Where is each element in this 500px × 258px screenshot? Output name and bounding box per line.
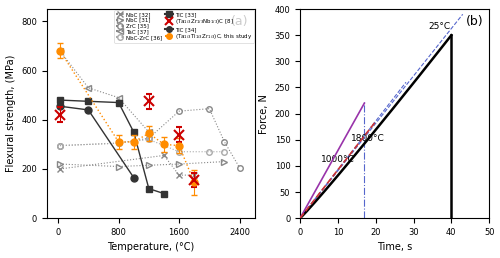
Text: 1000°C: 1000°C [321,155,354,164]
Legend: NbC [32], NbC [31], ZrC [35], TaC [37], NbC-ZrC [36], TiC [33], (Ta$_{1/3}$Zr$_{: NbC [32], NbC [31], ZrC [35], TaC [37], … [114,10,254,43]
Text: 1800°C: 1800°C [351,134,385,143]
X-axis label: Temperature, (°C): Temperature, (°C) [107,243,194,252]
Y-axis label: Flexural strength, (MPa): Flexural strength, (MPa) [6,55,16,172]
X-axis label: Time, s: Time, s [377,243,412,252]
Text: (b): (b) [466,15,483,28]
Text: (a): (a) [231,15,248,28]
Text: 25°C: 25°C [428,22,451,31]
Y-axis label: Force, N: Force, N [259,94,269,134]
